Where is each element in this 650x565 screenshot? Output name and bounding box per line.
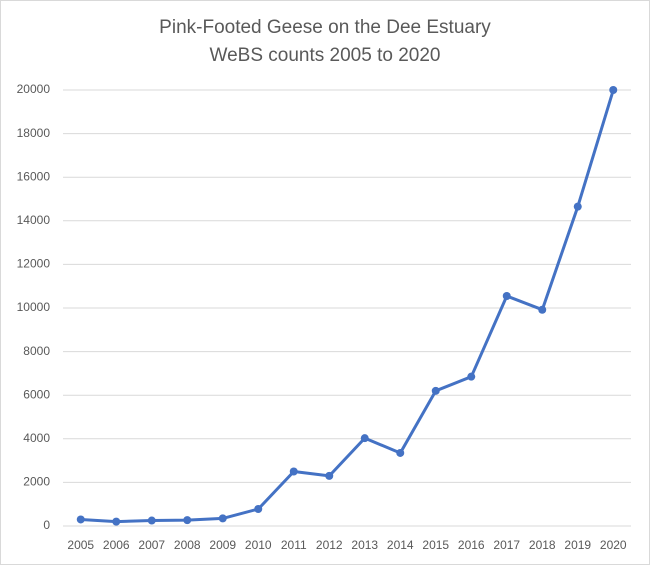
data-point xyxy=(112,517,121,526)
x-tick-label: 2010 xyxy=(245,538,272,552)
y-tick-label: 12000 xyxy=(17,257,51,271)
x-tick-label: 2005 xyxy=(67,538,94,552)
data-point xyxy=(609,86,618,94)
data-point xyxy=(502,292,511,301)
x-tick-label: 2013 xyxy=(351,538,378,552)
data-point xyxy=(147,516,156,525)
x-tick-label: 2014 xyxy=(387,538,414,552)
data-point xyxy=(183,516,192,525)
x-tick-label: 2016 xyxy=(458,538,485,552)
data-point xyxy=(360,434,369,443)
x-tick-label: 2018 xyxy=(529,538,556,552)
x-tick-label: 2017 xyxy=(493,538,520,552)
data-point xyxy=(289,467,298,476)
x-tick-label: 2008 xyxy=(174,538,201,552)
data-point xyxy=(467,372,476,381)
data-line xyxy=(80,89,615,524)
x-tick-label: 2011 xyxy=(281,538,307,552)
data-point xyxy=(254,504,263,513)
x-tick-label: 2020 xyxy=(600,538,627,552)
y-tick-label: 2000 xyxy=(23,475,50,489)
y-tick-label: 16000 xyxy=(17,169,51,183)
data-point xyxy=(325,471,334,480)
x-tick-label: 2015 xyxy=(422,538,449,552)
y-tick-label: 20000 xyxy=(17,82,51,96)
chart-title: Pink-Footed Geese on the Dee Estuary xyxy=(159,17,491,38)
x-tick-label: 2019 xyxy=(564,538,591,552)
y-tick-label: 6000 xyxy=(23,387,50,401)
y-tick-label: 10000 xyxy=(17,300,51,314)
x-tick-label: 2006 xyxy=(103,538,130,552)
data-point xyxy=(396,448,405,457)
y-tick-label: 14000 xyxy=(17,213,51,227)
x-tick-label: 2009 xyxy=(209,538,236,552)
data-point xyxy=(573,202,582,211)
y-tick-label: 0 xyxy=(43,518,50,532)
data-point xyxy=(218,514,227,523)
y-tick-label: 4000 xyxy=(23,431,50,445)
x-tick-label: 2007 xyxy=(138,538,165,552)
data-point xyxy=(538,305,547,314)
chart-subtitle: WeBS counts 2005 to 2020 xyxy=(210,45,441,66)
x-tick-label: 2012 xyxy=(316,538,343,552)
data-point xyxy=(431,386,440,395)
y-tick-label: 18000 xyxy=(17,126,51,140)
y-tick-label: 8000 xyxy=(23,344,50,358)
data-point xyxy=(76,515,85,524)
